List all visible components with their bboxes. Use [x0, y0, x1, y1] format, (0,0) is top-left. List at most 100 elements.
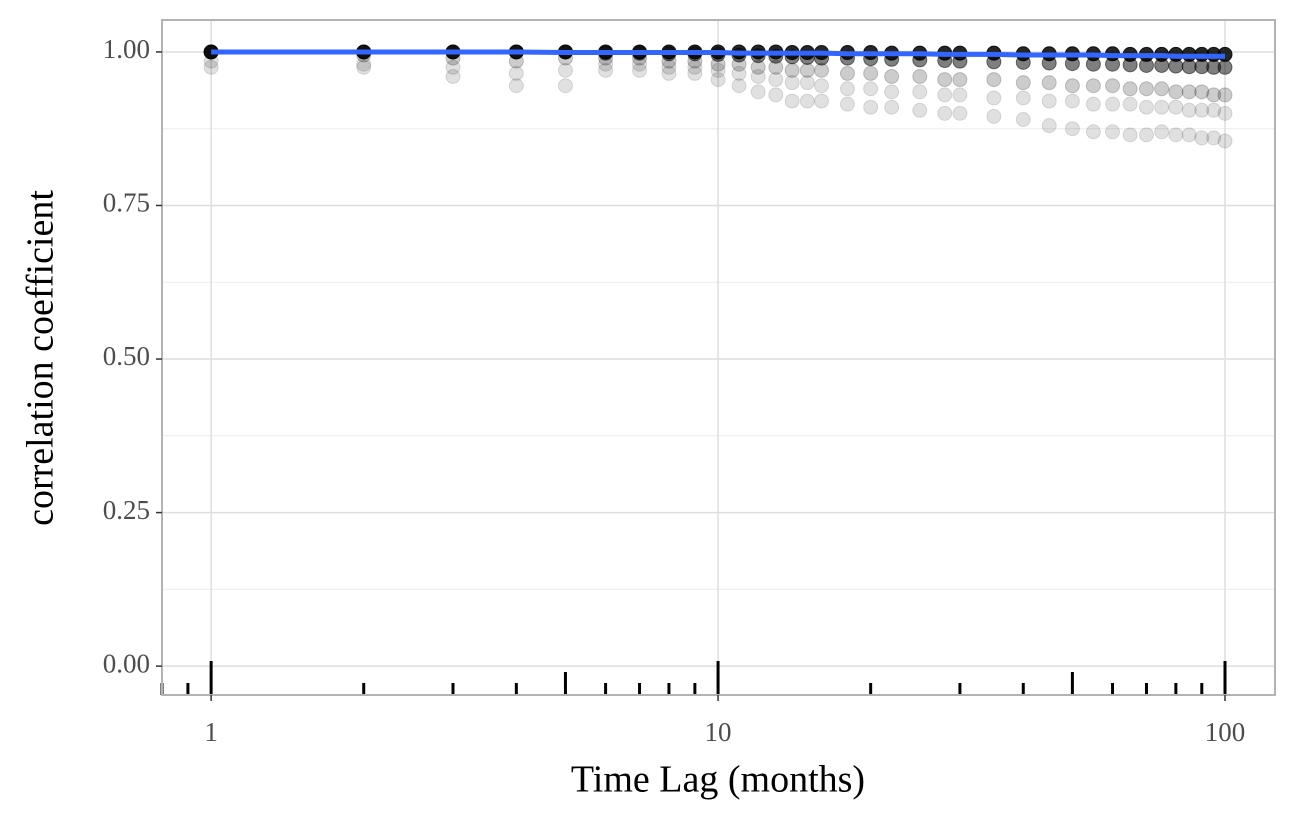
point	[750, 84, 766, 100]
point	[937, 72, 953, 88]
point	[799, 93, 815, 109]
point	[731, 65, 747, 81]
point	[863, 81, 879, 97]
point	[912, 69, 928, 85]
point	[1154, 81, 1170, 97]
point	[1138, 127, 1154, 143]
point	[952, 87, 968, 103]
point	[1217, 105, 1233, 121]
y-tick-label: 0.75	[103, 188, 150, 218]
point	[1015, 111, 1031, 127]
point	[814, 93, 830, 109]
point	[952, 105, 968, 121]
point	[1122, 127, 1138, 143]
point	[784, 75, 800, 91]
point	[1064, 121, 1080, 137]
point	[912, 102, 928, 118]
y-tick-label: 1.00	[103, 34, 150, 64]
point	[1085, 78, 1101, 94]
point	[1064, 93, 1080, 109]
point	[1168, 84, 1184, 100]
point	[356, 59, 372, 75]
point	[557, 62, 573, 78]
point	[1154, 99, 1170, 115]
point	[1138, 99, 1154, 115]
point	[1217, 59, 1233, 75]
point	[1085, 96, 1101, 112]
point	[1181, 127, 1197, 143]
point	[768, 72, 784, 88]
point	[1217, 133, 1233, 149]
point	[508, 65, 524, 81]
point	[1168, 99, 1184, 115]
point	[1085, 124, 1101, 140]
point	[839, 96, 855, 112]
point	[986, 108, 1002, 124]
point	[445, 69, 461, 85]
y-tick-label: 0.50	[103, 341, 150, 371]
x-tick-label: 10	[705, 717, 732, 747]
point	[1206, 87, 1222, 103]
point	[1154, 124, 1170, 140]
point	[986, 90, 1002, 106]
marks	[203, 44, 1233, 149]
y-tick-label: 0.25	[103, 495, 150, 525]
point	[1181, 84, 1197, 100]
point	[952, 72, 968, 88]
point	[863, 99, 879, 115]
point	[750, 69, 766, 85]
point	[1206, 130, 1222, 146]
point	[1194, 102, 1210, 118]
point	[1206, 102, 1222, 118]
point	[1105, 96, 1121, 112]
point	[784, 62, 800, 78]
point	[1105, 124, 1121, 140]
point	[687, 65, 703, 81]
point	[1122, 81, 1138, 97]
point	[1168, 127, 1184, 143]
x-tick-label: 100	[1205, 717, 1246, 747]
point	[1105, 78, 1121, 94]
point	[1015, 75, 1031, 91]
point	[1217, 87, 1233, 103]
point	[710, 72, 726, 88]
point	[768, 87, 784, 103]
point	[937, 87, 953, 103]
point	[839, 81, 855, 97]
point	[884, 99, 900, 115]
y-tick-label: 0.00	[103, 648, 150, 678]
point	[710, 62, 726, 78]
point	[1041, 93, 1057, 109]
point	[1194, 130, 1210, 146]
point	[661, 65, 677, 81]
point	[912, 84, 928, 100]
point	[799, 62, 815, 78]
point	[1181, 102, 1197, 118]
point	[731, 78, 747, 94]
point	[937, 105, 953, 121]
point	[863, 65, 879, 81]
grid	[160, 20, 1275, 695]
x-axis-title: Time Lag (months)	[571, 759, 865, 801]
point	[1041, 75, 1057, 91]
point	[632, 62, 648, 78]
point	[839, 65, 855, 81]
trend-line	[211, 49, 1225, 59]
point	[557, 78, 573, 94]
point	[1064, 78, 1080, 94]
point	[784, 93, 800, 109]
point	[1122, 96, 1138, 112]
point	[814, 78, 830, 94]
point	[598, 62, 614, 78]
x-tick-label: 1	[204, 717, 218, 747]
point	[799, 75, 815, 91]
point	[508, 78, 524, 94]
point	[445, 59, 461, 75]
point	[203, 59, 219, 75]
point	[1015, 90, 1031, 106]
y-axis-title: correlation coefficient	[20, 190, 62, 526]
point	[884, 84, 900, 100]
point	[986, 72, 1002, 88]
point	[1041, 118, 1057, 134]
